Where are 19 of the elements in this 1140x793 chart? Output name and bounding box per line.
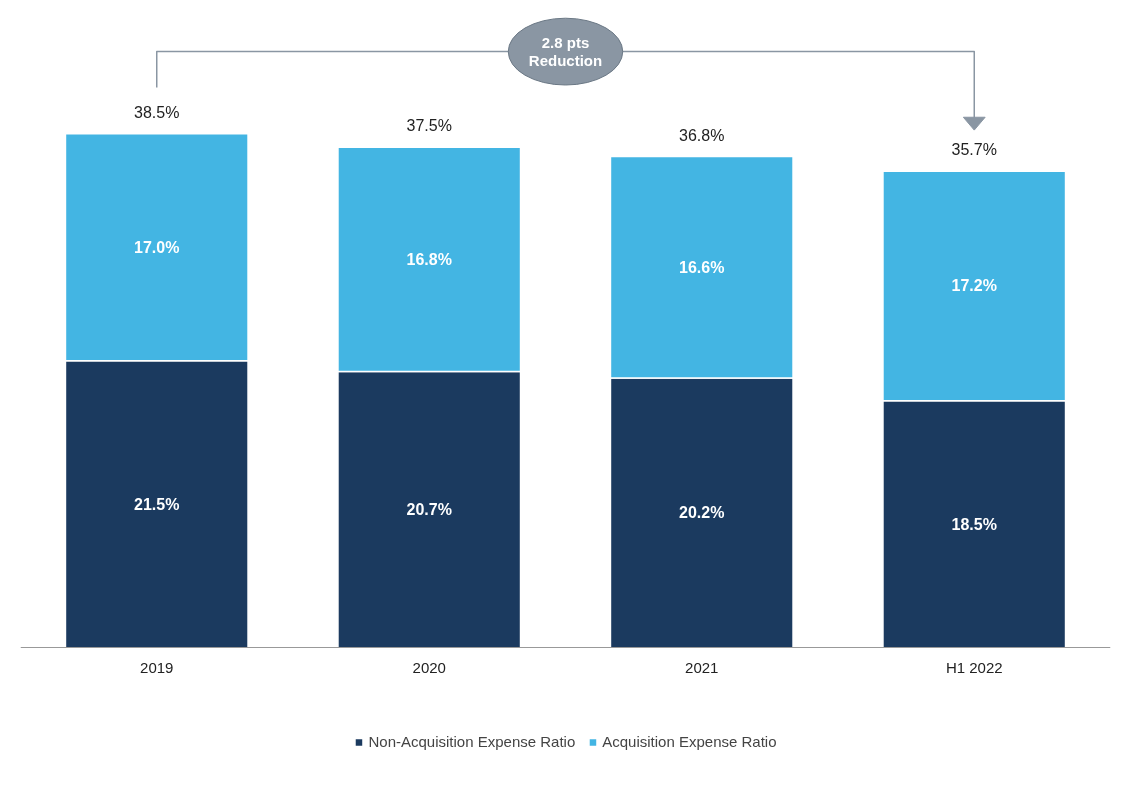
data-label: 21.5% [134,495,180,513]
data-label: 16.6% [679,258,725,276]
total-label: 37.5% [406,117,452,135]
text: 2.8 pts Reduction [528,33,603,70]
data-label: 20.7% [406,501,452,519]
data-label: 16.8% [406,250,452,268]
x-tick-label: 2019 [140,658,174,676]
legend-label: Acquisition Expense Ratio [602,733,777,750]
x-tick-label: H1 2022 [945,658,1003,676]
total-label: 38.5% [134,103,180,121]
data-label: 20.2% [679,504,725,522]
total-label: 35.7% [951,141,997,159]
x-tick-label: 2020 [412,658,446,676]
x-tick-label: 2021 [685,658,719,676]
data-label: 17.2% [951,277,997,295]
legend-label: Non-Acquisition Expense Ratio [368,733,576,750]
total-label: 36.8% [679,126,725,144]
data-label: 17.0% [134,238,180,256]
data-label: 18.5% [951,515,997,533]
